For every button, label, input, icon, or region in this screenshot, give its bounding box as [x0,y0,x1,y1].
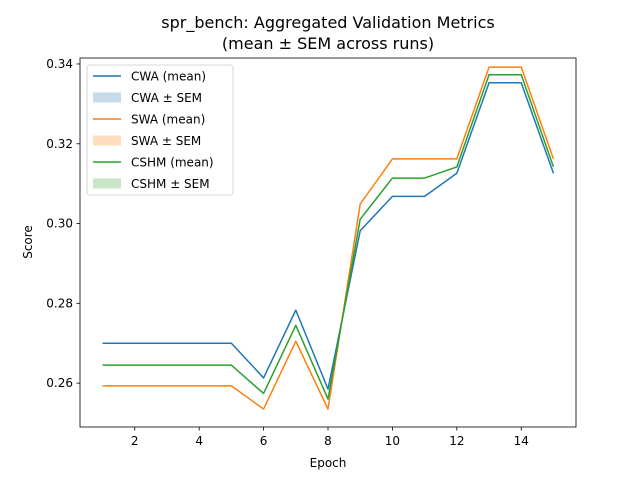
legend: CWA (mean) CWA ± SEM SWA (mean) SWA ± SEM CS… [86,64,234,196]
y-tick-label: 0.28 [46,296,73,310]
y-axis: 0.26 0.28 0.30 0.32 0.34 [46,57,80,390]
x-axis-label: Epoch [310,456,347,470]
x-tick-label: 2 [131,434,139,448]
x-tick-label: 12 [449,434,464,448]
series-layer [102,66,555,410]
x-tick-label: 14 [514,434,529,448]
chart-subtitle: (mean ± SEM across runs) [222,34,434,53]
legend-label: CWA ± SEM [131,91,202,105]
chart-title: spr_bench: Aggregated Validation Metrics [161,13,494,33]
y-tick-label: 0.26 [46,376,73,390]
legend-swatch-band [93,92,121,103]
x-axis: 2 4 6 8 10 12 14 [131,427,529,448]
series-line-cwa [102,81,555,390]
legend-label: CSHM ± SEM [131,177,210,191]
legend-swatch-band [93,135,121,146]
series-line-cshm [102,74,555,400]
y-tick-label: 0.34 [46,57,73,71]
x-tick-label: 8 [324,434,332,448]
legend-label: CSHM (mean) [131,156,214,170]
legend-frame [86,64,234,196]
y-axis-label: Score [21,225,35,259]
legend-label: CWA (mean) [131,70,206,84]
x-tick-label: 4 [195,434,203,448]
x-tick-label: 6 [260,434,268,448]
x-tick-label: 10 [385,434,400,448]
series-line-swa [102,66,555,410]
legend-swatch-band [93,178,121,189]
legend-label: SWA (mean) [131,113,205,127]
legend-label: SWA ± SEM [131,134,201,148]
y-tick-label: 0.30 [46,217,73,231]
y-tick-label: 0.32 [46,137,73,151]
